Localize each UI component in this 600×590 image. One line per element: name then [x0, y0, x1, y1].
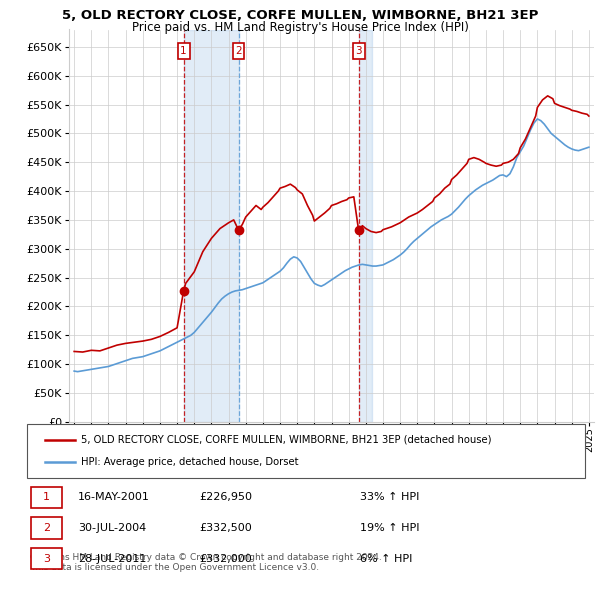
Text: 3: 3	[43, 554, 50, 563]
Text: 2: 2	[235, 46, 242, 56]
Text: HPI: Average price, detached house, Dorset: HPI: Average price, detached house, Dors…	[81, 457, 299, 467]
Text: Contains HM Land Registry data © Crown copyright and database right 2024.: Contains HM Land Registry data © Crown c…	[30, 553, 382, 562]
Text: 28-JUL-2011: 28-JUL-2011	[78, 554, 146, 563]
Text: 1: 1	[43, 493, 50, 502]
Text: 5, OLD RECTORY CLOSE, CORFE MULLEN, WIMBORNE, BH21 3EP (detached house): 5, OLD RECTORY CLOSE, CORFE MULLEN, WIMB…	[81, 435, 491, 445]
Text: 16-MAY-2001: 16-MAY-2001	[78, 493, 150, 502]
Text: 19% ↑ HPI: 19% ↑ HPI	[360, 523, 419, 533]
Text: 1: 1	[180, 46, 187, 56]
Text: 30-JUL-2004: 30-JUL-2004	[78, 523, 146, 533]
Text: 6% ↑ HPI: 6% ↑ HPI	[360, 554, 412, 563]
Text: This data is licensed under the Open Government Licence v3.0.: This data is licensed under the Open Gov…	[30, 563, 319, 572]
Text: 3: 3	[355, 46, 362, 56]
Text: Price paid vs. HM Land Registry's House Price Index (HPI): Price paid vs. HM Land Registry's House …	[131, 21, 469, 34]
Text: 5, OLD RECTORY CLOSE, CORFE MULLEN, WIMBORNE, BH21 3EP: 5, OLD RECTORY CLOSE, CORFE MULLEN, WIMB…	[62, 9, 538, 22]
Bar	[184, 30, 239, 422]
Text: £332,500: £332,500	[199, 523, 252, 533]
Text: 33% ↑ HPI: 33% ↑ HPI	[360, 493, 419, 502]
Text: £226,950: £226,950	[199, 493, 252, 502]
Text: £332,000: £332,000	[199, 554, 252, 563]
Bar	[359, 30, 373, 422]
Text: 2: 2	[43, 523, 50, 533]
